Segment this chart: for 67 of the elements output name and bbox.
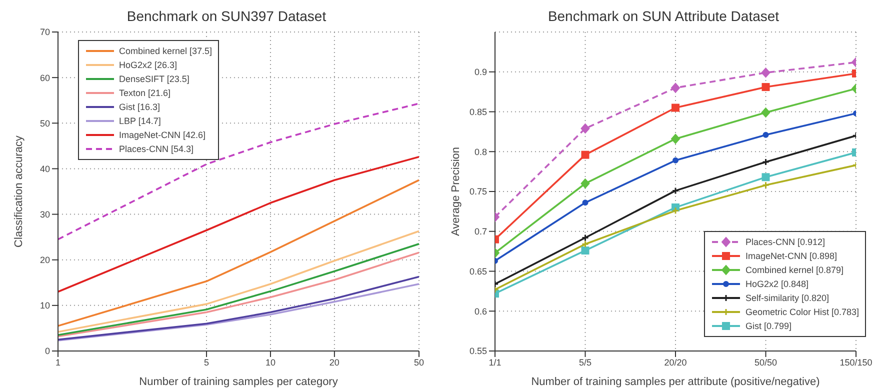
x-tick-label: 10 [265, 357, 276, 368]
point [582, 240, 589, 248]
y-tick-label: 0.9 [474, 67, 487, 78]
point [580, 178, 590, 189]
point [672, 206, 680, 214]
legend-label: Self-similarity [0.820] [745, 293, 829, 303]
point [761, 68, 770, 78]
y-tick-label: 30 [40, 209, 50, 220]
x-tick-label: 20 [329, 357, 340, 368]
y-axis-title: Classification accuracy [12, 135, 25, 248]
x-tick-label: 5/5 [578, 357, 592, 368]
x-tick-label: 5 [204, 357, 210, 368]
y-tick-label: 0.55 [469, 346, 487, 356]
point [672, 157, 678, 164]
y-tick-label: 10 [40, 300, 50, 311]
y-tick-label: 0.6 [474, 306, 487, 316]
y-tick-label: 60 [40, 72, 50, 83]
y-tick-label: 20 [40, 255, 50, 266]
point [581, 246, 590, 255]
x-tick-label: 150/150 [840, 357, 872, 368]
y-tick-label: 0 [44, 346, 50, 356]
y-axis-title: Average Precision [450, 146, 462, 236]
point [762, 83, 770, 92]
legend-label: LBP [14.7] [119, 116, 161, 126]
y-tick-label: 50 [40, 118, 50, 128]
chart-title: Benchmark on SUN Attribute Dataset [546, 8, 780, 26]
legend-label: ImageNet-CNN [0.898] [745, 251, 837, 261]
chart-title: Benchmark on SUN397 Dataset [126, 8, 328, 26]
point [762, 173, 770, 182]
legend-label: Places-CNN [54.3] [119, 144, 194, 154]
point [671, 134, 680, 144]
x-tick-label: 50 [414, 357, 424, 368]
x-tick-label: 50/50 [754, 357, 778, 368]
legend-label: HoG2x2 [26.3] [119, 60, 178, 70]
y-tick-label: 70 [40, 27, 50, 38]
y-tick-label: 40 [40, 164, 50, 174]
point [582, 200, 588, 206]
x-axis-title: Number of training samples per attribute (positive/negative) [531, 376, 820, 388]
legend-label: DenseSIFT [23.5] [119, 74, 190, 84]
legend-label: Gist [16.3] [119, 102, 160, 112]
legend-label: Combined kernel [0.879] [745, 265, 844, 275]
x-tick-label: 1/1 [488, 357, 502, 368]
y-tick-label: 0.85 [469, 106, 487, 117]
point [761, 108, 770, 118]
legend-label: Combined kernel [37.5] [119, 46, 212, 56]
legend-label: ImageNet-CNN [42.6] [119, 130, 206, 140]
point [762, 158, 770, 166]
x-tick-label: 20/20 [664, 357, 687, 368]
x-axis-title: Number of training samples per category [139, 376, 338, 388]
y-tick-label: 0.75 [469, 186, 487, 197]
legend-label: HoG2x2 [0.848] [745, 279, 808, 289]
y-tick-label: 0.7 [474, 226, 487, 237]
legend-label: Places-CNN [0.912] [745, 237, 825, 247]
point [672, 186, 680, 194]
legend-label: Texton [21.6] [119, 88, 171, 98]
point [580, 124, 590, 134]
legend-label: Geometric Color Hist [0.783] [745, 307, 859, 317]
y-tick-label: 0.8 [474, 146, 487, 157]
point [582, 234, 589, 242]
point [672, 104, 680, 112]
legend-label: Gist [0.799] [745, 321, 792, 331]
point [762, 132, 769, 138]
point [581, 150, 590, 159]
y-tick-label: 0.65 [469, 266, 487, 276]
point [671, 82, 680, 93]
point [762, 181, 770, 189]
x-tick-label: 1 [55, 357, 61, 368]
